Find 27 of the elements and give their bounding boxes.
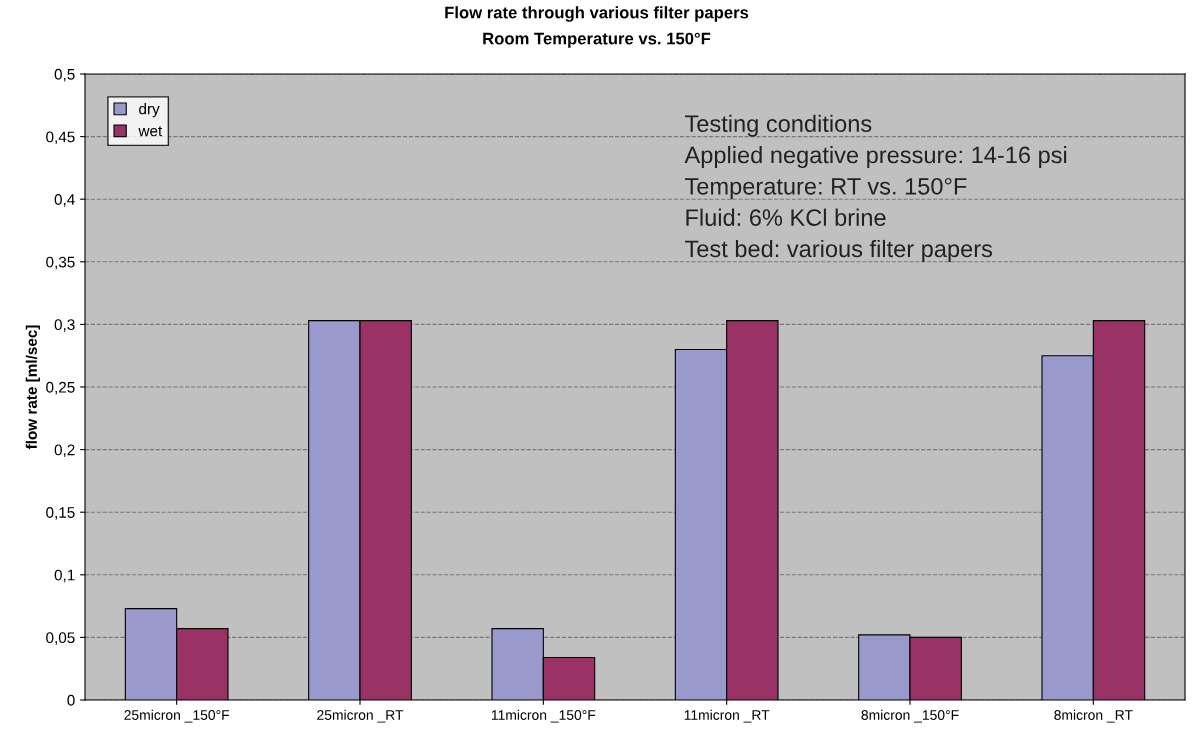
y-tick-label: 0,05 [46, 632, 75, 645]
y-tick-label: 0,35 [46, 256, 75, 270]
annotation: Temperature: RT vs. 150°F [685, 177, 967, 200]
chart-title: Flow rate through various filter papers [445, 6, 749, 22]
y-axis-title: flow rate [ml/sec] [25, 325, 40, 450]
x-tick-label: 8micron _150°F [861, 709, 959, 723]
chart-subtitle: Room Temperature vs. 150°F [483, 32, 711, 48]
x-tick-label: 11micron _150°F [491, 709, 596, 723]
legend-label: wet [138, 126, 163, 137]
annotation: Fluid: 6% KCl brine [686, 208, 886, 226]
y-tick-label: 0,2 [54, 444, 75, 458]
y-tick-label: 0,3 [54, 319, 75, 332]
annotation: Test bed: various filter papers [685, 239, 993, 262]
annotation: Applied negative pressure: 14-16 psi [684, 145, 1067, 168]
y-tick-label: 0,4 [54, 194, 75, 207]
x-tick-label: 11micron _RT [684, 709, 770, 723]
legend-label: dry [139, 103, 160, 118]
x-tick-label: 25micron _RT [317, 709, 404, 723]
y-tick-label: 0,1 [54, 569, 75, 583]
y-tick-label: 0,25 [46, 381, 75, 395]
x-tick-label: 25micron _150°F [124, 709, 230, 723]
y-tick-label: 0 [67, 694, 75, 706]
annotation: Testing conditions [685, 114, 872, 137]
y-tick-label: 0,45 [46, 131, 75, 145]
y-tick-label: 0,15 [46, 507, 75, 520]
x-tick-label: 8micron _RT [1054, 709, 1133, 723]
y-tick-label: 0,5 [54, 68, 75, 82]
